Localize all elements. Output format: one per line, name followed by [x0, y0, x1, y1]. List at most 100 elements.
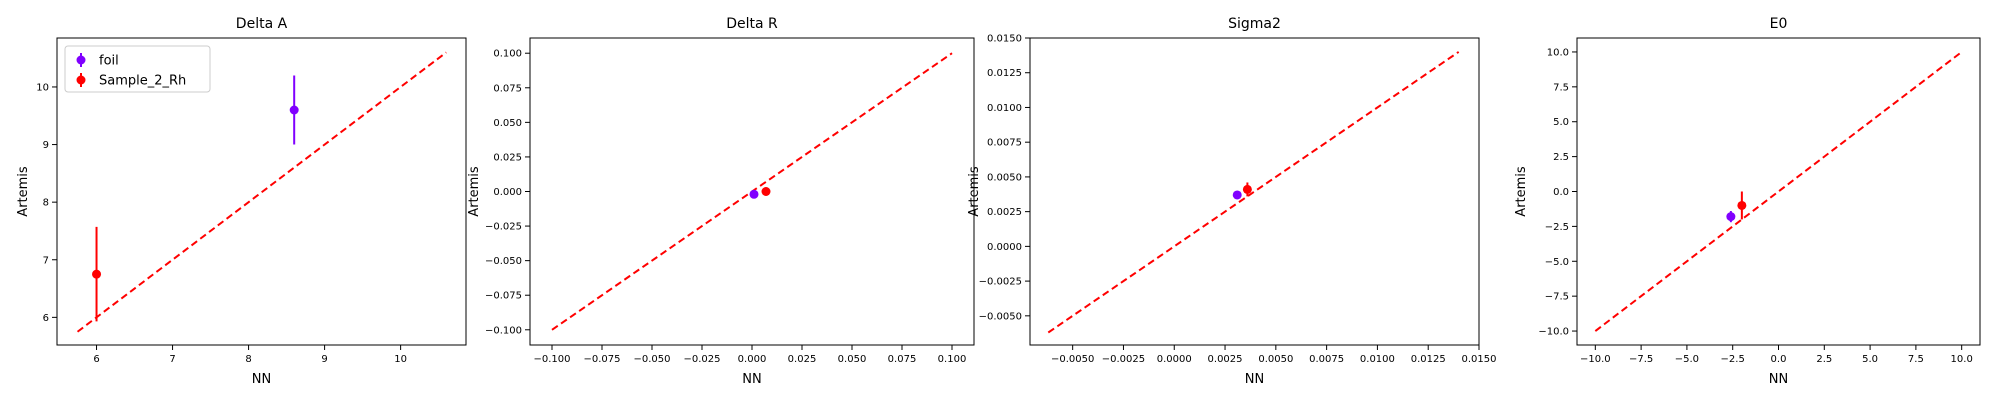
y-tick-label: −0.025 — [485, 222, 522, 233]
chart-title: E0 — [1770, 16, 1788, 32]
x-axis-label: NN — [742, 372, 761, 387]
x-tick-label: −7.5 — [1629, 354, 1653, 365]
chart-panel-1: 6 7 8 9 10 6 7 8 9 10 Delta A NN Artemis foil Sample_2… — [16, 16, 467, 387]
y-tick-label: 0.025 — [493, 152, 522, 163]
y-tick-label: 0.0125 — [987, 68, 1022, 79]
y-tick-label: −0.075 — [485, 291, 522, 302]
y-tick-label: 5.0 — [1553, 117, 1569, 128]
x-tick-label: 5.0 — [1862, 354, 1878, 365]
x-tick-label: 7 — [169, 354, 175, 365]
y-tick-label: −5.0 — [1545, 257, 1569, 268]
y-tick-label: 0.0100 — [987, 103, 1022, 114]
x-tick-label: −0.075 — [583, 354, 620, 365]
data-point-foil — [1726, 212, 1736, 222]
x-tick-label: 0.0150 — [1462, 354, 1497, 365]
identity-line — [1047, 51, 1460, 334]
x-tick-label: 0.0 — [1771, 354, 1787, 365]
y-tick-label: −0.0025 — [979, 277, 1022, 288]
y-tick-label: 7.5 — [1553, 82, 1569, 93]
x-tick-label: 0.0000 — [1157, 354, 1192, 365]
legend-label-Sample_2_Rh: Sample_2_Rh — [99, 74, 186, 89]
x-tick-label: 0.0050 — [1258, 354, 1293, 365]
chart-title: Delta R — [726, 16, 778, 32]
data-point-foil — [749, 189, 759, 199]
y-tick-label: −10.0 — [1538, 327, 1569, 338]
x-axis-label: NN — [1769, 372, 1788, 387]
x-tick-label: −0.100 — [533, 354, 570, 365]
legend: foil Sample_2_Rh — [64, 45, 211, 93]
y-tick-label: 0.0150 — [987, 34, 1022, 45]
x-tick-label: −0.050 — [633, 354, 670, 365]
y-tick-label: 8 — [43, 198, 49, 209]
y-tick-label: 0.0000 — [987, 242, 1022, 253]
axes-frame — [56, 37, 467, 346]
y-tick-label: 0.075 — [493, 83, 522, 94]
x-tick-label: 9 — [321, 354, 327, 365]
y-tick-label: −2.5 — [1545, 222, 1569, 233]
y-tick-label: 0.0025 — [987, 207, 1022, 218]
y-tick-label: 10 — [36, 82, 49, 93]
data-point-Sample_2_Rh — [92, 269, 102, 279]
chart-title: Sigma2 — [1228, 16, 1281, 32]
data-point-foil — [1232, 190, 1242, 200]
x-tick-label: 6 — [93, 354, 99, 365]
y-axis-label: Artemis — [967, 166, 982, 217]
legend-marker — [76, 75, 86, 85]
x-tick-label: 0.0025 — [1208, 354, 1243, 365]
y-tick-label: 0.0 — [1553, 187, 1569, 198]
chart-title: Delta A — [236, 16, 288, 32]
x-tick-label: −2.5 — [1721, 354, 1745, 365]
x-tick-label: 7.5 — [1908, 354, 1924, 365]
x-tick-label: 0.075 — [888, 354, 917, 365]
y-tick-label: 0.0050 — [987, 172, 1022, 183]
x-tick-label: 0.0100 — [1360, 354, 1395, 365]
identity-line — [1594, 51, 1963, 332]
axes-frame — [1029, 37, 1480, 346]
x-tick-label: −0.0025 — [1102, 354, 1145, 365]
y-tick-label: 10.0 — [1547, 47, 1569, 58]
chart-panel-3: −0.0050 −0.0025 0.0000 0.0025 0.0050 0.0075 0.… — [967, 16, 1497, 387]
x-tick-label: 0.050 — [838, 354, 867, 365]
y-tick-label: 0.0075 — [987, 138, 1022, 149]
x-tick-label: 0.025 — [788, 354, 817, 365]
y-tick-label: −0.100 — [485, 325, 522, 336]
x-tick-label: 0.0125 — [1411, 354, 1446, 365]
x-tick-label: 0.100 — [938, 354, 967, 365]
x-tick-label: 10 — [394, 354, 407, 365]
legend-label-foil: foil — [99, 54, 119, 69]
y-tick-label: 0.050 — [493, 118, 522, 129]
y-axis-label: Artemis — [16, 166, 31, 217]
y-tick-label: −0.050 — [485, 256, 522, 267]
y-tick-label: 0.000 — [493, 187, 522, 198]
x-tick-label: 8 — [245, 354, 251, 365]
x-axis-label: NN — [252, 372, 271, 387]
identity-line — [76, 51, 447, 333]
y-axis-label: Artemis — [1514, 166, 1529, 217]
data-point-Sample_2_Rh — [1242, 184, 1252, 194]
legend-box — [64, 45, 211, 93]
x-tick-label: 10.0 — [1951, 354, 1973, 365]
y-tick-label: 2.5 — [1553, 152, 1569, 163]
y-tick-label: 9 — [43, 140, 49, 151]
y-tick-label: 7 — [43, 255, 49, 266]
y-tick-label: 6 — [43, 313, 49, 324]
legend-marker — [76, 55, 86, 65]
chart-panel-4: −10.0 −7.5 −5.0 −2.5 0.0 2.5 5.0 7.5 10.0 −10.0 −7… — [1514, 16, 1981, 387]
x-tick-label: −10.0 — [1580, 354, 1611, 365]
x-tick-label: −0.0050 — [1051, 354, 1094, 365]
x-tick-label: 2.5 — [1816, 354, 1832, 365]
x-tick-label: 0.0075 — [1309, 354, 1344, 365]
y-tick-label: −7.5 — [1545, 292, 1569, 303]
data-point-foil — [289, 105, 299, 115]
data-point-Sample_2_Rh — [761, 187, 771, 196]
x-axis-label: NN — [1245, 372, 1264, 387]
x-tick-label: 0.000 — [738, 354, 767, 365]
y-tick-label: −0.0050 — [979, 311, 1022, 322]
chart-panel-2: −0.100 −0.075 −0.050 −0.025 0.000 0.025 0.050 0… — [467, 16, 975, 387]
x-tick-label: −5.0 — [1675, 354, 1699, 365]
y-tick-label: 0.100 — [493, 49, 522, 60]
y-axis-label: Artemis — [467, 166, 482, 217]
x-tick-label: −0.025 — [683, 354, 720, 365]
data-point-Sample_2_Rh — [1737, 200, 1747, 210]
